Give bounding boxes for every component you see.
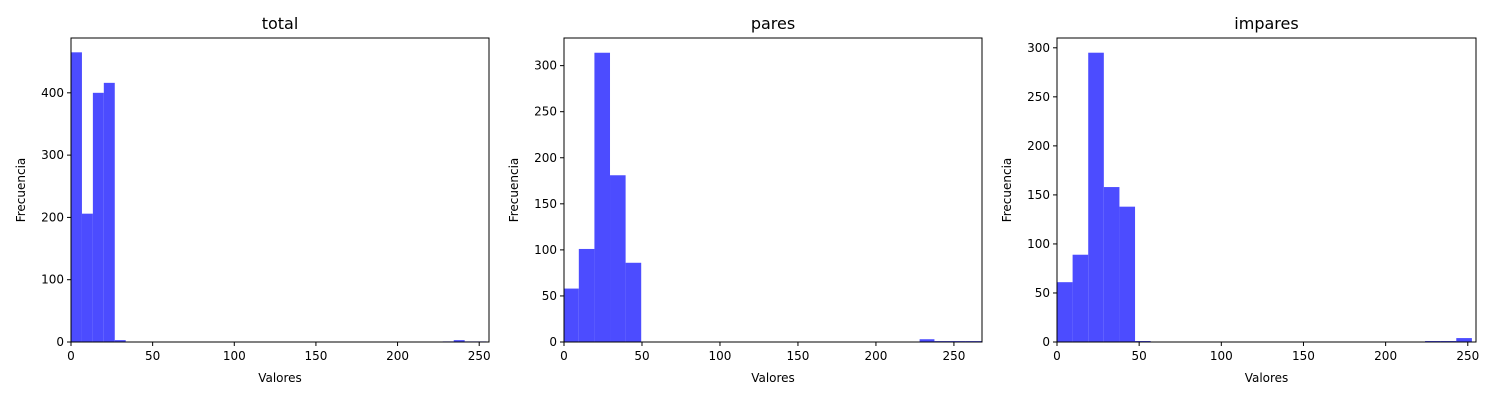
x-axis-label: Valores	[751, 371, 795, 385]
y-tick-label: 100	[1027, 237, 1050, 251]
chart-panel-total: total Valores Frecuencia 0 50 100 150 200 250…	[14, 14, 491, 385]
x-tick-label: 0	[1053, 349, 1061, 363]
y-tick-label: 400	[41, 86, 64, 100]
y-tick-label: 250	[534, 105, 557, 119]
x-tick-label: 200	[1374, 349, 1397, 363]
y-tick-label: 250	[1027, 90, 1050, 104]
y-tick-label: 50	[1035, 286, 1050, 300]
chart-panel-impares: impares Valores Frecuencia 0 50 100 150 200 2…	[1000, 14, 1479, 385]
plot-frame	[563, 37, 983, 343]
histogram-bar	[564, 288, 579, 342]
histogram-bar	[1119, 206, 1136, 342]
histogram-bar	[594, 52, 611, 343]
x-tick-label: 250	[1456, 349, 1479, 363]
histogram-bar	[1088, 52, 1104, 342]
y-axis-label: Frecuencia	[14, 158, 28, 223]
histogram-bar	[919, 339, 935, 342]
y-tick-label: 200	[41, 210, 64, 224]
x-tick-label: 250	[942, 349, 965, 363]
plot-frame	[1056, 37, 1477, 343]
histogram-bar	[610, 175, 626, 342]
histogram-bar	[71, 52, 82, 342]
y-tick-label: 100	[41, 273, 64, 287]
histogram-bar	[81, 213, 93, 342]
plot-frame	[70, 37, 490, 343]
x-tick-label: 50	[634, 349, 649, 363]
chart-title: total	[262, 14, 299, 33]
x-tick-label: 200	[864, 349, 887, 363]
y-axis-label: Frecuencia	[1000, 158, 1014, 223]
histogram-bar	[453, 340, 465, 342]
plot-area: 0 50 100 150 200 250 0 100 200 300 400	[41, 37, 491, 363]
y-tick-label: 200	[1027, 139, 1050, 153]
histogram-bar	[92, 92, 104, 342]
histogram-bar	[103, 82, 115, 342]
histogram-bar	[1456, 338, 1472, 342]
x-tick-label: 100	[709, 349, 732, 363]
histogram-bar	[625, 262, 642, 342]
x-axis-label: Valores	[258, 371, 302, 385]
y-tick-label: 0	[56, 335, 64, 349]
y-tick-label: 50	[542, 289, 557, 303]
histogram-bar	[114, 340, 126, 342]
chart-panel-pares: pares Valores Frecuencia 0 50 100 150 200 250…	[507, 14, 983, 385]
y-tick-label: 150	[1027, 188, 1050, 202]
x-tick-label: 200	[386, 349, 409, 363]
x-tick-label: 100	[1210, 349, 1233, 363]
y-tick-label: 0	[549, 335, 557, 349]
y-tick-label: 100	[534, 243, 557, 257]
y-axis-label: Frecuencia	[507, 158, 521, 223]
histogram-bar	[1057, 282, 1073, 342]
y-tick-label: 300	[1027, 41, 1050, 55]
x-tick-label: 150	[787, 349, 810, 363]
plot-area: 0 50 100 150 200 250 0 50 100 150 200 250 300	[1027, 37, 1479, 363]
plot-area: 0 50 100 150 200 250 0 50 100 150 200 250 300	[534, 37, 983, 363]
y-tick-label: 0	[1042, 335, 1050, 349]
x-tick-label: 100	[223, 349, 246, 363]
x-tick-label: 0	[560, 349, 568, 363]
y-tick-label: 300	[41, 148, 64, 162]
x-tick-label: 0	[67, 349, 75, 363]
histogram-bar	[578, 248, 595, 342]
y-tick-label: 300	[534, 59, 557, 73]
x-tick-label: 50	[1132, 349, 1147, 363]
chart-title: pares	[751, 14, 795, 33]
histogram-bar	[1103, 187, 1120, 342]
x-tick-label: 50	[145, 349, 160, 363]
x-axis-label: Valores	[1245, 371, 1289, 385]
y-tick-label: 200	[534, 151, 557, 165]
x-tick-label: 150	[304, 349, 327, 363]
x-tick-label: 250	[468, 349, 491, 363]
x-tick-label: 150	[1292, 349, 1315, 363]
chart-title: impares	[1234, 14, 1298, 33]
histogram-bar	[1072, 254, 1089, 342]
y-tick-label: 150	[534, 197, 557, 211]
